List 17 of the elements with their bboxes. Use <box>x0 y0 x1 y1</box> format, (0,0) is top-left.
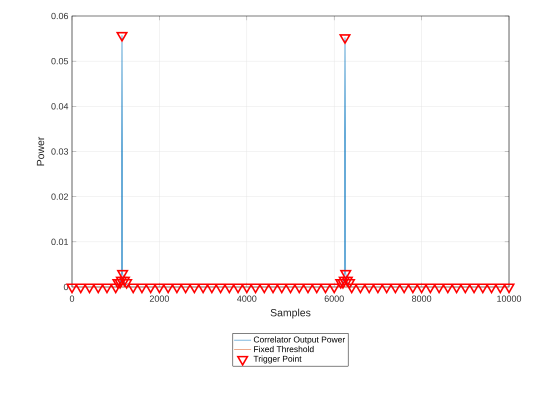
x-axis-title: Samples <box>270 308 310 318</box>
legend-label: Correlator Output Power <box>254 336 346 344</box>
y-tick-label: 0.05 <box>51 58 68 64</box>
legend-label: Fixed Threshold <box>254 346 314 352</box>
x-tick-label: 0 <box>70 295 74 302</box>
y-tick-label: 0.02 <box>51 193 68 200</box>
y-axis-title: Power <box>36 136 44 166</box>
x-tick-label: 6000 <box>324 295 344 302</box>
y-tick-label: 0.03 <box>51 148 68 155</box>
x-tick-label: 4000 <box>237 295 256 302</box>
x-tick-label: 2000 <box>150 295 170 302</box>
y-tick-label: 0.04 <box>51 103 68 110</box>
x-tick-label: 8000 <box>412 295 432 302</box>
y-tick-label: 0.01 <box>51 238 68 246</box>
x-tick-label: 10000 <box>497 295 522 302</box>
legend-label: Trigger Point <box>254 356 302 364</box>
y-tick-label: 0.06 <box>51 12 68 20</box>
